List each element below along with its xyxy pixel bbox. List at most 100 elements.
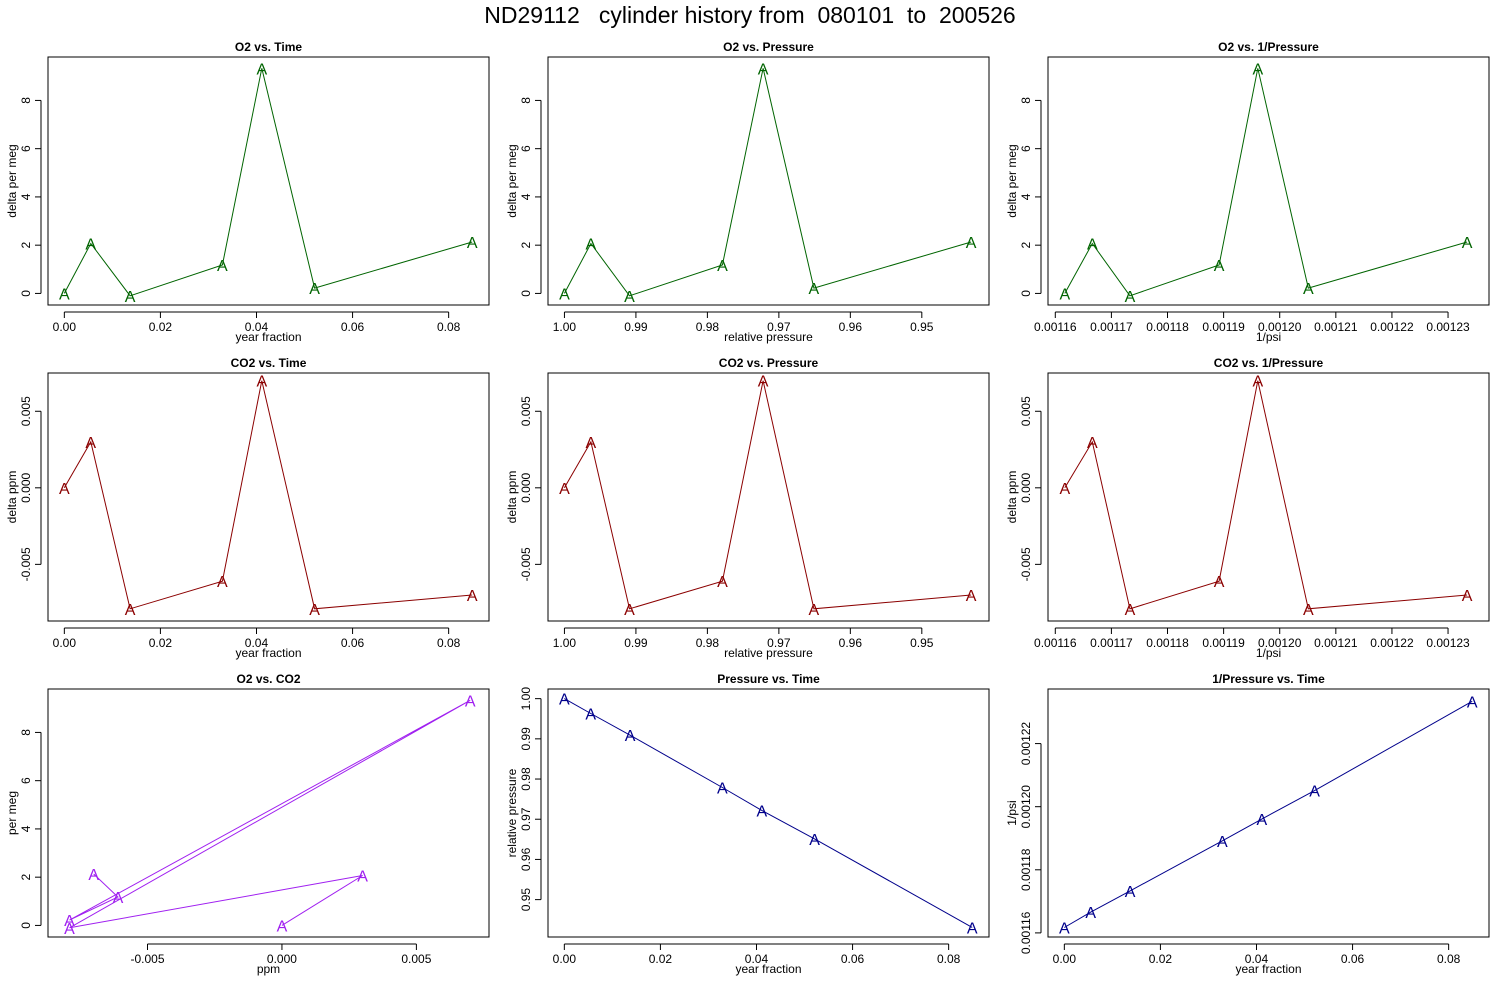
data-point-marker: A bbox=[1217, 834, 1228, 851]
plot-title: O2 vs. Pressure bbox=[723, 40, 814, 54]
y-tick-label: 0.98 bbox=[519, 767, 533, 791]
x-tick-label: 0.08 bbox=[1437, 952, 1461, 966]
plot-title: Pressure vs. Time bbox=[717, 672, 820, 686]
data-point-marker: A bbox=[559, 286, 570, 303]
plot-frame bbox=[47, 688, 490, 938]
plot-frame bbox=[547, 372, 990, 622]
x-tick-label: 0.02 bbox=[149, 636, 173, 650]
data-point-marker: A bbox=[624, 289, 635, 306]
data-point-marker: A bbox=[809, 832, 820, 849]
data-point-marker: A bbox=[1059, 286, 1070, 303]
plot-panel: O2 vs. Time 0.00 0.02 0.04 0.06 0.08 year frac… bbox=[5, 40, 490, 344]
data-point-marker: A bbox=[586, 236, 597, 253]
x-tick-label: 0.00116 bbox=[1034, 636, 1077, 650]
data-point-marker: A bbox=[1087, 435, 1098, 452]
plot-frame bbox=[1047, 56, 1490, 306]
x-tick-label: 0.08 bbox=[437, 320, 461, 334]
x-tick-label: 0.96 bbox=[839, 320, 863, 334]
data-point-marker: A bbox=[1085, 905, 1096, 922]
y-axis-label: delta ppm bbox=[505, 471, 519, 524]
y-tick-label: 0.00120 bbox=[1019, 785, 1033, 829]
y-tick-label: 4 bbox=[1019, 193, 1033, 200]
data-point-marker: A bbox=[256, 61, 267, 78]
y-tick-label: 8 bbox=[19, 729, 33, 736]
x-tick-label: 0.08 bbox=[437, 636, 461, 650]
data-point-marker: A bbox=[125, 289, 136, 306]
x-tick-label: 0.00120 bbox=[1258, 636, 1302, 650]
series-line bbox=[564, 698, 973, 928]
data-point-marker: A bbox=[1059, 481, 1070, 498]
x-axis-label: 1/psi bbox=[1256, 646, 1281, 660]
plot-title: O2 vs. Time bbox=[235, 40, 302, 54]
data-point-marker: A bbox=[1462, 588, 1473, 605]
x-tick-label: 0.02 bbox=[1149, 952, 1173, 966]
x-tick-label: 0.98 bbox=[696, 320, 720, 334]
data-point-marker: A bbox=[717, 780, 728, 797]
series-line bbox=[563, 380, 972, 610]
plot-panel: CO2 vs. 1/Pressure 0.00116 0.00117 0.00118 0… bbox=[1005, 356, 1490, 660]
y-tick-label: 6 bbox=[1019, 145, 1033, 152]
x-tick-label: 0.04 bbox=[245, 320, 269, 334]
plot-title: 1/Pressure vs. Time bbox=[1212, 672, 1325, 686]
data-point-marker: A bbox=[967, 920, 978, 937]
y-tick-label: 6 bbox=[19, 777, 33, 784]
y-tick-label: 0 bbox=[519, 290, 533, 297]
plot-panel: Pressure vs. Time 0.00 0.02 0.04 0.06 0.08 yea… bbox=[505, 672, 990, 976]
x-tick-label: 0.00119 bbox=[1202, 636, 1245, 650]
series-line bbox=[69, 699, 471, 929]
x-tick-label: 0.04 bbox=[245, 636, 269, 650]
data-point-marker: A bbox=[756, 803, 767, 820]
x-tick-label: 0.00122 bbox=[1370, 636, 1414, 650]
data-point-marker: A bbox=[1125, 289, 1136, 306]
x-axis-label: year fraction bbox=[735, 962, 801, 976]
y-tick-label: 2 bbox=[19, 874, 33, 881]
series-line bbox=[63, 380, 473, 610]
y-tick-label: 8 bbox=[519, 97, 533, 104]
data-point-marker: A bbox=[1125, 602, 1136, 619]
data-point-marker: A bbox=[465, 693, 476, 710]
x-tick-label: 0.02 bbox=[149, 320, 173, 334]
data-point-marker: A bbox=[467, 235, 478, 252]
x-tick-label: 0.00118 bbox=[1146, 320, 1189, 334]
data-point-marker: A bbox=[809, 602, 820, 619]
y-tick-label: 0.00122 bbox=[1019, 722, 1033, 766]
y-tick-label: 6 bbox=[519, 145, 533, 152]
y-axis-label: 1/psi bbox=[1005, 800, 1019, 825]
x-tick-label: 0.00122 bbox=[1370, 320, 1414, 334]
y-tick-label: -0.005 bbox=[519, 547, 533, 581]
data-point-marker: A bbox=[717, 574, 728, 591]
data-point-marker: A bbox=[1214, 574, 1225, 591]
y-tick-label: 8 bbox=[1019, 97, 1033, 104]
x-tick-label: 0.04 bbox=[745, 952, 769, 966]
x-tick-label: 0.000 bbox=[267, 952, 297, 966]
data-point-marker: A bbox=[1087, 236, 1098, 253]
data-point-marker: A bbox=[1214, 258, 1225, 275]
y-tick-label: 0.96 bbox=[519, 847, 533, 871]
x-axis-label: year fraction bbox=[235, 330, 301, 344]
data-point-marker: A bbox=[559, 481, 570, 498]
x-tick-label: 0.00 bbox=[53, 320, 77, 334]
data-point-marker: A bbox=[217, 258, 228, 275]
data-point-marker: A bbox=[758, 61, 769, 78]
data-point-marker: A bbox=[59, 286, 70, 303]
data-point-marker: A bbox=[467, 588, 478, 605]
x-tick-label: 0.06 bbox=[341, 636, 365, 650]
data-point-marker: A bbox=[585, 707, 596, 724]
data-point-marker: A bbox=[256, 374, 267, 391]
series-line bbox=[63, 68, 473, 297]
data-point-marker: A bbox=[809, 281, 820, 298]
plot-frame bbox=[547, 688, 990, 938]
x-tick-label: -0.005 bbox=[130, 952, 164, 966]
x-tick-label: 0.96 bbox=[839, 636, 863, 650]
y-tick-label: 2 bbox=[1019, 242, 1033, 249]
x-tick-label: 0.04 bbox=[1245, 952, 1269, 966]
series-line bbox=[1064, 380, 1468, 610]
y-tick-label: 0 bbox=[1019, 290, 1033, 297]
y-tick-label: 0.00118 bbox=[1019, 848, 1033, 891]
y-tick-label: 8 bbox=[19, 97, 33, 104]
data-point-marker: A bbox=[88, 867, 99, 884]
x-tick-label: 0.00123 bbox=[1426, 636, 1470, 650]
x-axis-label: ppm bbox=[257, 962, 280, 976]
x-tick-label: 0.00117 bbox=[1090, 320, 1133, 334]
series-line bbox=[563, 68, 972, 297]
